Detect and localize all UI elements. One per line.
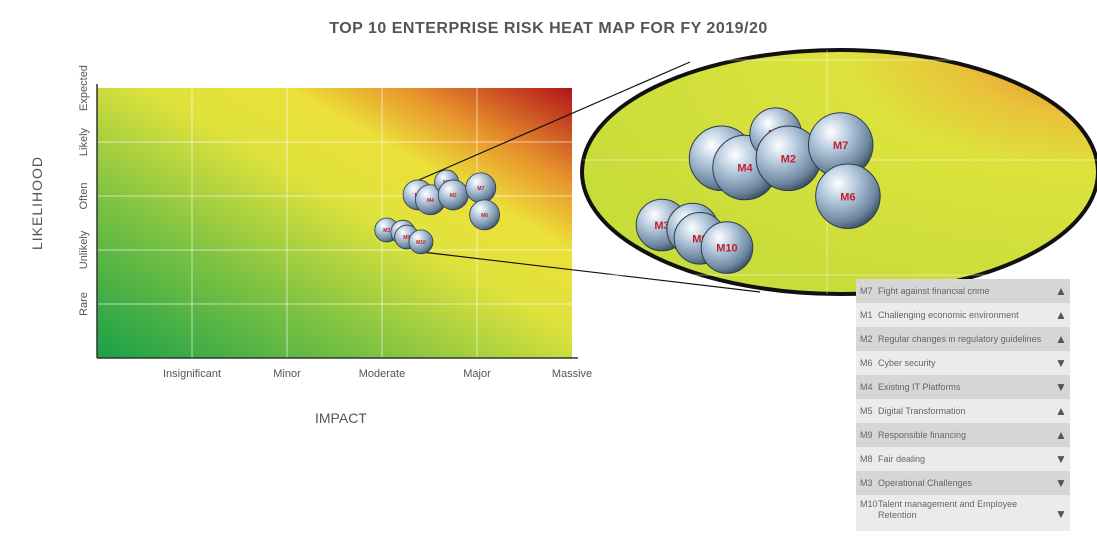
y-tick-label: Expected — [78, 65, 90, 111]
y-tick-label: Likely — [78, 127, 90, 156]
zoom-bubble-label: M10 — [716, 243, 737, 255]
arrow-down-icon: ▼ — [1055, 507, 1067, 521]
x-tick-label: Massive — [552, 368, 592, 380]
legend-code: M2 — [860, 334, 873, 344]
legend-row-M1: M1 Challenging economic environment ▲ — [856, 303, 1070, 327]
risk-legend: M7 Fight against financial crime ▲ M1 Challe… — [856, 279, 1070, 531]
legend-row-M4: M4 Existing IT Platforms ▼ — [856, 375, 1070, 399]
y-tick-label: Rare — [78, 292, 90, 316]
zoom-risk-bubble-M6: M6 — [815, 163, 881, 230]
legend-text: Fair dealing — [878, 453, 926, 464]
legend-code: M4 — [860, 382, 873, 392]
legend-code: M1 — [860, 310, 873, 320]
zoom-bubble-label: M7 — [833, 140, 848, 152]
risk-bubble-label: M4 — [427, 198, 434, 204]
risk-bubble-label: M7 — [477, 186, 484, 192]
x-tick-label: Moderate — [359, 368, 405, 380]
zoom-connector-bottom — [421, 251, 761, 293]
legend-code: M10 — [860, 499, 878, 509]
x-tick-label: Insignificant — [163, 368, 221, 380]
risk-bubble-label: M6 — [481, 213, 488, 219]
legend-text: Digital Transformation — [878, 405, 966, 416]
arrow-up-icon: ▲ — [1055, 332, 1067, 346]
legend-row-M6: M6 Cyber security ▼ — [856, 351, 1070, 375]
legend-row-M10: M10 Talent management and Employee Retent… — [856, 495, 1070, 531]
risk-bubble-label: M10 — [416, 240, 426, 246]
legend-text: Responsible financing — [878, 429, 967, 440]
x-tick-label: Minor — [273, 368, 301, 380]
y-tick-label: Unlikely — [78, 230, 90, 269]
legend-row-M3: M3 Operational Challenges ▼ — [856, 471, 1070, 495]
x-axis-label: IMPACT — [315, 410, 367, 426]
risk-bubble-label: M9 — [403, 235, 410, 241]
risk-bubble-M6: M6 — [469, 199, 501, 231]
legend-row-M2: M2 Regular changes in regulatory guidelin… — [856, 327, 1070, 351]
legend-text: Fight against financial crime — [878, 285, 990, 296]
legend-code: M7 — [860, 286, 873, 296]
legend-text: Regular changes in regulatory guidelines — [878, 333, 1042, 344]
legend-code: M6 — [860, 358, 873, 368]
arrow-up-icon: ▲ — [1055, 308, 1067, 322]
legend-text: Operational Challenges — [878, 477, 973, 488]
legend-row-M8: M8 Fair dealing ▼ — [856, 447, 1070, 471]
arrow-up-icon: ▲ — [1055, 428, 1067, 442]
zoom-bubble-label: M2 — [781, 153, 796, 165]
risk-bubble-label: M3 — [383, 228, 390, 234]
legend-row-M5: M5 Digital Transformation ▲ — [856, 399, 1070, 423]
risk-bubble-M10: M10 — [408, 229, 434, 255]
risk-bubble-M7: M7 — [465, 172, 497, 204]
legend-code: M8 — [860, 454, 873, 464]
x-tick-label: Major — [463, 368, 491, 380]
arrow-down-icon: ▼ — [1055, 380, 1067, 394]
arrow-down-icon: ▼ — [1055, 476, 1067, 490]
zoom-risk-bubble-M10: M10 — [700, 221, 754, 274]
legend-text: Challenging economic environment — [878, 309, 1019, 320]
legend-text: Cyber security — [878, 357, 936, 368]
zoom-bubble-label: M3 — [654, 220, 669, 232]
legend-row-M7: M7 Fight against financial crime ▲ — [856, 279, 1070, 303]
legend-code: M5 — [860, 406, 873, 416]
legend-code: M3 — [860, 478, 873, 488]
arrow-up-icon: ▲ — [1055, 404, 1067, 418]
legend-row-M9: M9 Responsible financing ▲ — [856, 423, 1070, 447]
arrow-down-icon: ▼ — [1055, 356, 1067, 370]
y-tick-label: Often — [78, 183, 90, 210]
heat-background — [97, 88, 572, 358]
legend-text: Existing IT Platforms — [878, 381, 961, 392]
arrow-up-icon: ▲ — [1055, 284, 1067, 298]
zoom-connector-top — [411, 61, 691, 184]
risk-bubble-M2: M2 — [437, 179, 469, 211]
legend-text: Talent management and Employee Retention — [878, 499, 1018, 520]
chart-title: TOP 10 ENTERPRISE RISK HEAT MAP FOR FY 2… — [329, 20, 768, 37]
legend-code: M9 — [860, 430, 873, 440]
risk-bubble-label: M2 — [450, 193, 457, 199]
zoom-risk-bubble-M2: M2 — [755, 125, 822, 192]
zoom-bubble-label: M6 — [840, 191, 855, 203]
zoom-bubble-label: M4 — [737, 163, 753, 175]
arrow-down-icon: ▼ — [1055, 452, 1067, 466]
